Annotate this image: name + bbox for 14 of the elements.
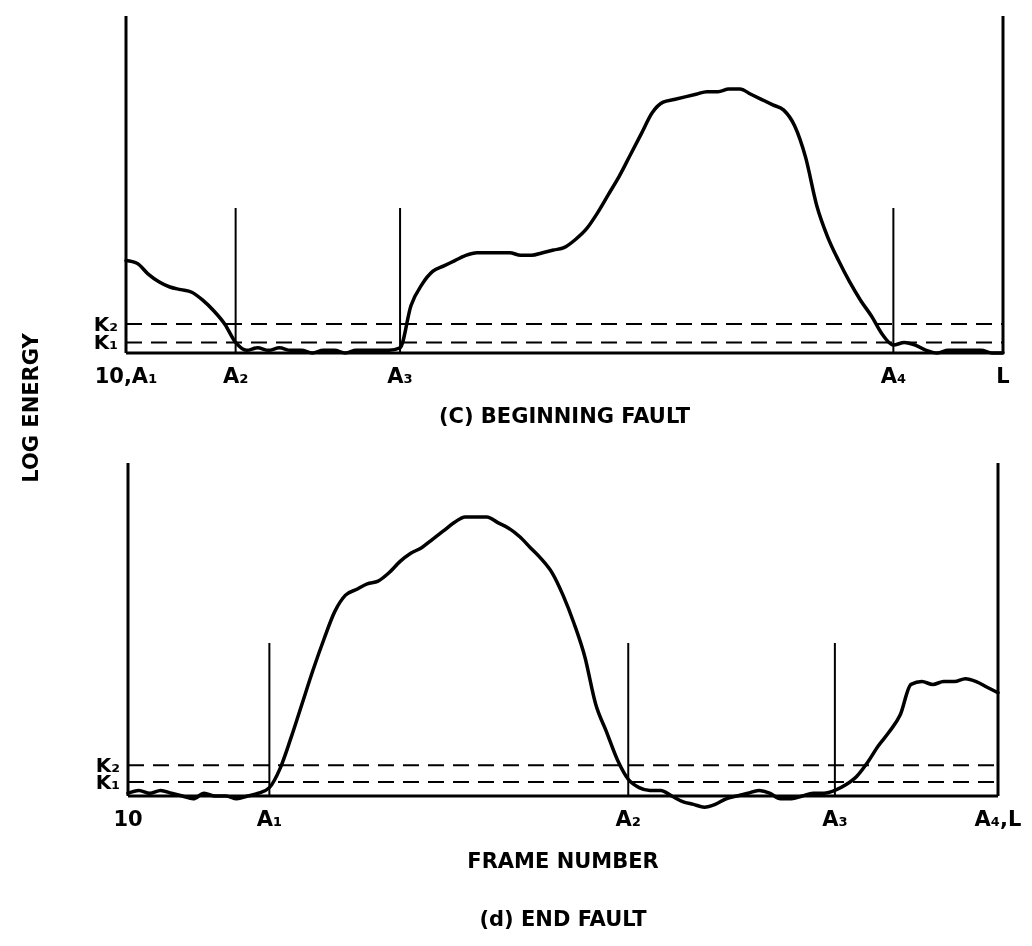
x-tick-label: A₃ [387,364,413,388]
text: (d) END FAULT [479,907,648,931]
x-tick-label: A₃ [822,807,848,831]
text: (C) BEGINNING FAULT [438,404,691,428]
x-tick-label: A₂ [615,807,641,831]
x-tick-label: 10 [113,807,143,831]
x-tick-label: A₂ [222,364,249,388]
x-tick-label: A₄,L [974,807,1022,831]
x-tick-label: A₄ [880,364,907,388]
x-tick-label: L [996,364,1010,388]
y-axis-title: LOG ENERGY [19,332,43,483]
x-tick-label: A₁ [256,807,283,831]
x-tick-label: 10,A₁ [94,364,158,388]
x-axis-title: FRAME NUMBER [467,849,659,873]
